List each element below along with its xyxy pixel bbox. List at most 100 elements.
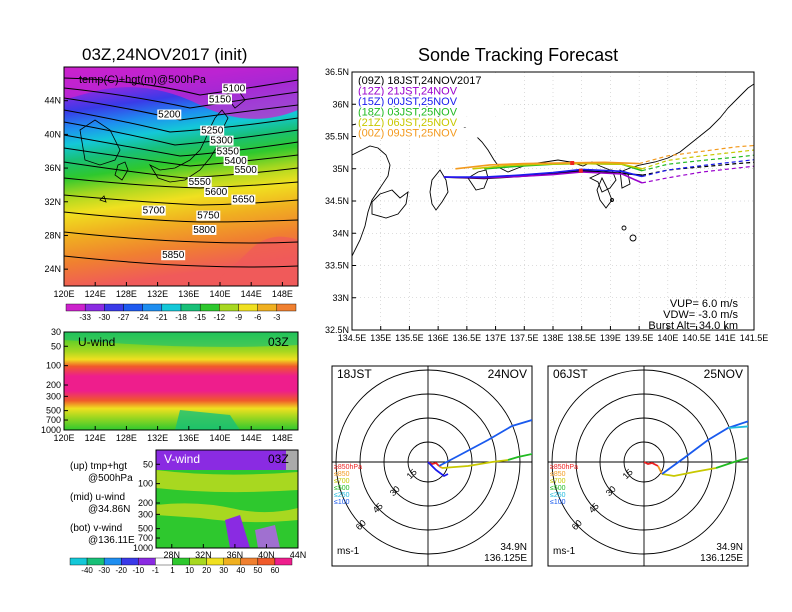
legend-entry: (00Z) 09JST,25NOV bbox=[358, 128, 458, 140]
temp-ytick-label: 40N bbox=[44, 129, 61, 139]
legend-entry: (09Z) 18JST,24NOV2017 bbox=[358, 75, 482, 87]
track-line-dashed bbox=[641, 154, 754, 172]
temp-xtick-label: 124E bbox=[85, 289, 106, 299]
hodograph-segment bbox=[661, 467, 717, 477]
main-xtick-label: 137.5E bbox=[510, 333, 539, 343]
contour-label-bg bbox=[187, 176, 212, 187]
contour-label: 5350 bbox=[217, 147, 240, 158]
colorbar-swatch bbox=[123, 303, 143, 312]
polar-level-label: ≥850hPa bbox=[334, 464, 362, 471]
u-wind-time: 03Z bbox=[268, 335, 289, 349]
colorbar-swatch bbox=[257, 303, 278, 312]
colorbar-swatch bbox=[240, 557, 259, 566]
param-vup: VUP= 6.0 m/s bbox=[670, 298, 739, 310]
u-xtick-label: 128E bbox=[116, 433, 137, 443]
temp-xtick-label: 148E bbox=[272, 289, 293, 299]
main-xtick-label: 141E bbox=[715, 333, 736, 343]
contour-label: 5400 bbox=[224, 156, 247, 167]
contour-label-bg bbox=[157, 109, 182, 120]
polar-time: 06JST bbox=[553, 367, 588, 381]
colorbar-tick: -18 bbox=[175, 313, 187, 322]
colorbar-swatch bbox=[199, 303, 220, 312]
colorbar-swatch bbox=[155, 557, 173, 566]
colorbar-tick: -9 bbox=[235, 313, 243, 322]
legend-bg bbox=[356, 85, 504, 96]
colorbar-tick: 50 bbox=[253, 566, 262, 575]
hodograph-segment bbox=[507, 453, 532, 461]
v-ytick-label: 700 bbox=[138, 533, 153, 543]
contour-label: 5750 bbox=[197, 211, 220, 222]
u-ytick-label: 100 bbox=[46, 361, 61, 371]
polar-level-label: ≤500 bbox=[334, 485, 350, 492]
v-xtick-label: 36N bbox=[227, 550, 244, 560]
main-ytick-label: 36N bbox=[332, 99, 349, 109]
track-line-dashed bbox=[641, 159, 754, 178]
right-title: Sonde Tracking Forecast bbox=[418, 45, 619, 65]
colorbar-swatch bbox=[223, 557, 241, 566]
contour-label-bg bbox=[161, 250, 186, 261]
colorbar-tick: -20 bbox=[115, 566, 127, 575]
colorbar-tick: -40 bbox=[81, 566, 93, 575]
v-ytick-label: 200 bbox=[138, 498, 153, 508]
colorbar-tick: 1 bbox=[170, 566, 175, 575]
temperature-colorbar: -33 -30 -27 -24 -21 -18 -15 -12 -9 -6 -3 bbox=[65, 303, 297, 322]
polar-level-label: ≤100 bbox=[550, 499, 566, 506]
legend-bg bbox=[356, 75, 504, 85]
colorbar-tick: -6 bbox=[254, 313, 262, 322]
temp-map-label: temp(C)+hgt(m)@500hPa bbox=[79, 74, 207, 86]
hodograph-segment bbox=[643, 461, 659, 467]
polar-date: 24NOV bbox=[488, 367, 527, 381]
colorbar-tick: -15 bbox=[194, 313, 206, 322]
v-wind-label: V-wind bbox=[164, 452, 200, 466]
side-note-3-b: @136.11E bbox=[88, 535, 135, 546]
main-xtick-label: 140E bbox=[657, 333, 678, 343]
contour-label-bg bbox=[233, 165, 258, 176]
left-title: 03Z,24NOV2017 (init) bbox=[82, 45, 248, 64]
colorbar-swatch bbox=[138, 557, 156, 566]
u-ytick-label: 300 bbox=[46, 391, 61, 401]
temp-xtick-label: 136E bbox=[178, 289, 199, 299]
v-xtick-label: 44N bbox=[290, 550, 307, 560]
v-wind-panel bbox=[155, 449, 299, 549]
hodograph-segment bbox=[438, 419, 532, 467]
polar-level-label: ≤500 bbox=[550, 485, 566, 492]
v-ytick-label: 300 bbox=[138, 509, 153, 519]
burst-marker bbox=[578, 168, 583, 173]
temp-xtick-label: 140E bbox=[209, 289, 230, 299]
u-wind-panel bbox=[63, 331, 299, 431]
colorbar-tick: -27 bbox=[118, 313, 130, 322]
polar-level-label: ≤250 bbox=[334, 492, 350, 499]
track-line-dashed bbox=[638, 144, 754, 165]
colorbar-swatch bbox=[104, 303, 124, 312]
contour-label: 5200 bbox=[158, 110, 181, 121]
polar-level-label: ≤100 bbox=[334, 499, 350, 506]
contour-label: 5550 bbox=[189, 177, 212, 188]
contour-label-bg bbox=[141, 205, 166, 216]
main-xtick-label: 135E bbox=[370, 333, 391, 343]
colorbar-swatch bbox=[219, 303, 239, 312]
main-xtick-label: 134.5E bbox=[338, 333, 367, 343]
v-wind-time: 03Z bbox=[268, 452, 289, 466]
contour-label: 5300 bbox=[210, 136, 233, 147]
main-xtick-label: 138.5E bbox=[567, 333, 596, 343]
contour-label-bg bbox=[192, 224, 217, 235]
main-xtick-label: 138E bbox=[542, 333, 563, 343]
main-ytick-label: 32.5N bbox=[325, 325, 349, 335]
main-ytick-label: 34N bbox=[332, 228, 349, 238]
v-ytick-label: 50 bbox=[143, 459, 153, 469]
param-vdw: VDW= -3.0 m/s bbox=[663, 309, 738, 321]
polar-lat: 34.9N bbox=[500, 542, 527, 553]
polar-lon: 136.125E bbox=[700, 553, 743, 564]
main-xtick-label: 136E bbox=[428, 333, 449, 343]
colorbar-tick: -21 bbox=[156, 313, 168, 322]
v-xtick-label: 32N bbox=[195, 550, 212, 560]
u-ytick-label: 50 bbox=[51, 341, 61, 351]
colorbar-swatch bbox=[65, 303, 86, 312]
colorbar-tick: -24 bbox=[137, 313, 149, 322]
polar-level-label: ≥850hPa bbox=[550, 464, 578, 471]
polar-time: 18JST bbox=[337, 367, 372, 381]
contour-label: 5850 bbox=[162, 250, 185, 261]
u-xtick-label: 120E bbox=[53, 433, 74, 443]
polar-level-label: ≤850 bbox=[550, 471, 566, 478]
main-xtick-label: 140.5E bbox=[682, 333, 711, 343]
